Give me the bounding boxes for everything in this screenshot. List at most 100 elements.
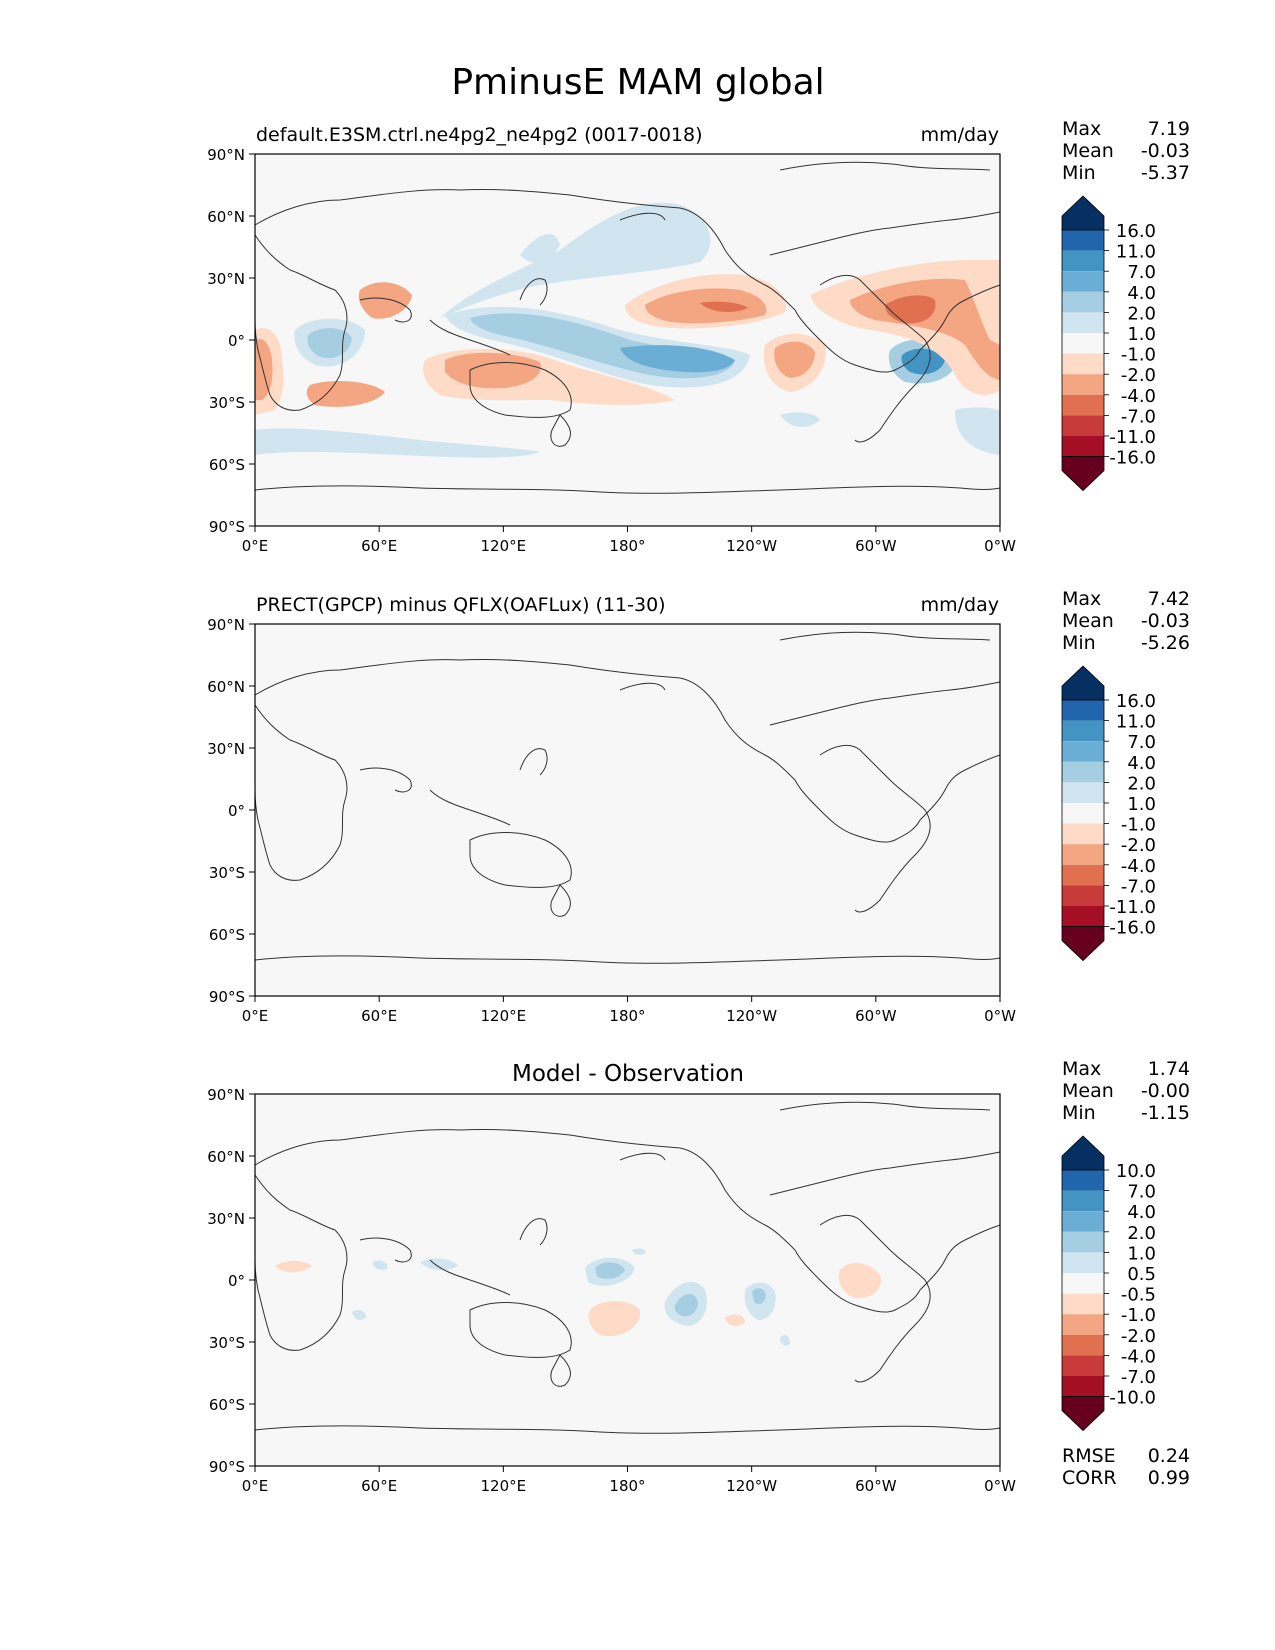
panel-1-field-spac-blue [780, 412, 820, 427]
panel-1-field-satl-blue [955, 407, 1000, 455]
panel-1-colorbar-segment [1062, 312, 1104, 333]
panel-2-stat-label-max: Max [1062, 588, 1101, 610]
panel-1-stat-value-min: -5.37 [1141, 162, 1190, 184]
panel-1-colorbar-segment [1062, 230, 1104, 251]
panel-1-colorbar-label: 2.0 [1127, 303, 1156, 324]
panel-3-colorbar-extend-min [1061, 1396, 1105, 1432]
panel-3-ocean [255, 1094, 1000, 1466]
panel-3-colorbar-label: -10.0 [1109, 1388, 1156, 1409]
panel-2-colorbar-label: 7.0 [1127, 732, 1156, 753]
panel-3-colorbar-segment [1062, 1334, 1104, 1356]
panel-2-axes: 90°N 60°N 30°N 0° 30°S 60°S 90°S0°E 60°E 120°E 18… [207, 616, 1016, 1025]
panel-1-field-so-blue [255, 428, 540, 458]
panel-1-stat-label-min: Min [1062, 162, 1096, 184]
panel-3-lon-label: 120°E [481, 1477, 527, 1495]
panel-1-field-npac-blue [440, 202, 711, 318]
panel-3-colorbar-label: -7.0 [1121, 1367, 1156, 1388]
panel-1-stat-value-max: 7.19 [1148, 118, 1190, 140]
panel-2-colorbar-segment [1062, 906, 1104, 927]
panel-3-lon-label: 60°W [855, 1477, 897, 1495]
panel-2-colorbar-label: -16.0 [1109, 918, 1156, 939]
panel-1-colorbar-label: -7.0 [1121, 406, 1156, 427]
panel-3-field-io-blue [372, 1260, 388, 1270]
panel-3-lon-label: 60°E [361, 1477, 397, 1495]
panel-2-colorbar: 16.011.07.04.02.01.0-1.0-2.0-4.0-7.0-11.… [1061, 665, 1156, 962]
panel-3-field-epac-blue-2 [752, 1288, 766, 1304]
panel-1-field-arabia-red [358, 282, 412, 319]
panel-3-lat-label: 90°N [207, 1086, 245, 1104]
panel-1-field-npac-red-3 [700, 301, 748, 313]
panel-1-colorbar-extend-max [1061, 195, 1105, 231]
panel-3-coastlines [254, 1101, 1001, 1434]
panel-2-lat-label: 30°S [209, 864, 245, 882]
panel-1-lon-label: 60°E [361, 537, 397, 555]
panel-3-stats: Max 1.74 Mean -0.00 Min -1.15 RMSE 0.24 … [1062, 1058, 1190, 1489]
panel-2-lon-label: 0°W [984, 1007, 1016, 1025]
panel-3-colorbar-label: 2.0 [1127, 1223, 1156, 1244]
panel-1-stats: Max 7.19 Mean -0.03 Min -5.37 [1062, 118, 1190, 184]
panel-1-field-spac-red-2 [774, 341, 815, 378]
panel-3-colorbar-label: 7.0 [1127, 1182, 1156, 1203]
panel-3-stat-value-corr: 0.99 [1148, 1467, 1190, 1489]
panel-3-colorbar-segment [1062, 1231, 1104, 1253]
panel-1-stat-label-mean: Mean [1062, 140, 1114, 162]
panel-1-colorbar-segment [1062, 374, 1104, 395]
panel-2-lon-label: 0°E [242, 1007, 269, 1025]
panel-2-colorbar-label: -11.0 [1109, 897, 1156, 918]
panel-2-lat-label: 30°N [207, 740, 245, 758]
panel-3-colorbar-segment [1062, 1376, 1104, 1397]
panel-2-colorbar-label: 4.0 [1127, 753, 1156, 774]
panel-2-stat-value-max: 7.42 [1148, 588, 1190, 610]
panel-2-lat-label: 0° [228, 802, 245, 820]
panel-3-field-wpac-blue-2 [595, 1262, 625, 1279]
panel-1-colorbar-segment [1062, 291, 1104, 313]
panel-2-colorbar-segment [1062, 782, 1104, 803]
panel-1: default.E3SM.ctrl.ne4pg2_ne4pg2 (0017-00… [207, 118, 1190, 555]
panel-2-lat-label: 60°N [207, 678, 245, 696]
panel-1-colorbar-label: -16.0 [1109, 448, 1156, 469]
panel-3-colorbar-segment [1062, 1355, 1104, 1376]
panel-3-colorbar-segment [1062, 1273, 1104, 1294]
panel-3-colorbar-label: 1.0 [1127, 1243, 1156, 1264]
panel-3-colorbar-segment [1062, 1170, 1104, 1191]
panel-1-colorbar-frame [1061, 229, 1105, 458]
panel-1-lat-label: 0° [228, 332, 245, 350]
panel-3-center-title: Model - Observation [512, 1061, 744, 1087]
panel-3-field-aus-red-1 [588, 1301, 641, 1337]
panel-2-stat-value-mean: -0.03 [1141, 610, 1190, 632]
panel-3-colorbar-label: -1.0 [1121, 1305, 1156, 1326]
panel-1-lon-label: 0°W [984, 537, 1016, 555]
panel-2-colorbar-label: 16.0 [1116, 691, 1156, 712]
panel-1-colorbar-label: 11.0 [1116, 242, 1156, 263]
panel-3-colorbar-label: -2.0 [1121, 1326, 1156, 1347]
panel-3-lat-label: 60°S [209, 1396, 245, 1414]
panel-3-field-africa-red [275, 1260, 312, 1273]
panel-3-stat-label-corr: CORR [1062, 1467, 1117, 1489]
panel-3-colorbar: 10.07.04.02.01.00.5-0.5-1.0-2.0-4.0-7.0-… [1061, 1135, 1156, 1432]
panel-1-colorbar-label: 7.0 [1127, 262, 1156, 283]
panel-1-colorbar-segment [1062, 271, 1104, 292]
panel-1-units: mm/day [921, 124, 999, 146]
panel-3-stat-label-max: Max [1062, 1058, 1101, 1080]
panel-3-stat-label-min: Min [1062, 1102, 1096, 1124]
panel-3-colorbar-label: 10.0 [1116, 1161, 1156, 1182]
panel-3-stat-value-min: -1.15 [1141, 1102, 1190, 1124]
panel-1-lat-label: 30°N [207, 270, 245, 288]
panel-2-stat-value-min: -5.26 [1141, 632, 1190, 654]
panel-2-colorbar-label: -2.0 [1121, 835, 1156, 856]
panel-2-colorbar-label: 1.0 [1127, 794, 1156, 815]
panel-3-stat-value-max: 1.74 [1148, 1058, 1190, 1080]
panel-3-lat-label: 0° [228, 1272, 245, 1290]
panel-3-colorbar-segment [1062, 1190, 1104, 1212]
panel-3-field-cpac-blue-2 [674, 1294, 698, 1317]
panel-1-colorbar-segment [1062, 250, 1104, 272]
panel-1-colorbar-segment [1062, 333, 1104, 354]
panel-1-colorbar-label: -1.0 [1121, 345, 1156, 366]
panel-1-field-sio-red [306, 380, 385, 407]
panel-1-colorbar-segment [1062, 394, 1104, 416]
panel-3-colorbar-frame [1061, 1169, 1105, 1398]
panel-2-lon-label: 60°E [361, 1007, 397, 1025]
panel-1-lat-label: 90°N [207, 146, 245, 164]
panel-2-map: 90°N 60°N 30°N 0° 30°S 60°S 90°S0°E 60°E 120°E 18… [207, 616, 1016, 1025]
